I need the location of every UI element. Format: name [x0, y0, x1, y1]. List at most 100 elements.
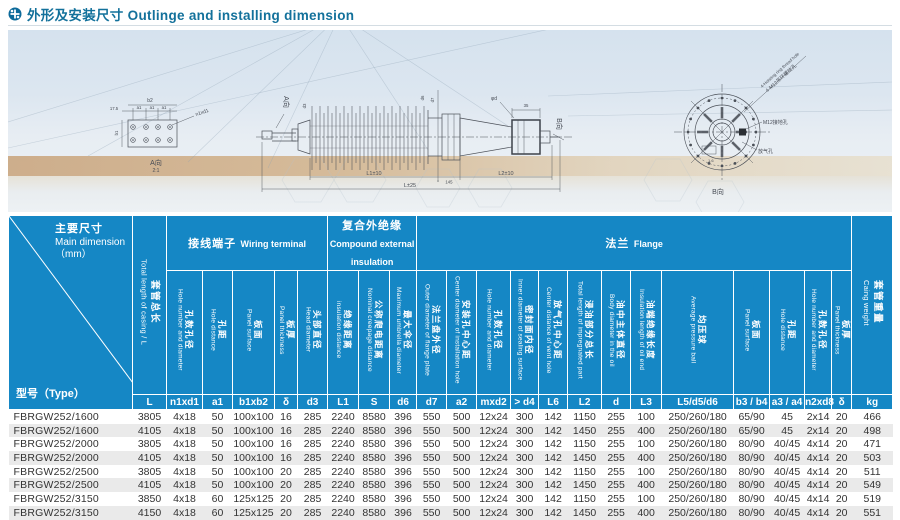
value-cell: 40/45 [773, 506, 801, 519]
value-cell: 550 [422, 424, 441, 437]
dim-a1: a1 [150, 105, 155, 110]
value-cell: 500 [452, 438, 471, 451]
value-cell: 12x24 [479, 506, 508, 519]
value-cell: 8580 [362, 506, 386, 519]
value-cell: 255 [607, 479, 625, 492]
value-cell: 2240 [331, 479, 355, 492]
terminal-plate-view: b2 17.5 a1 a1 a1 b1 n1xd1 A向 2:1 [110, 98, 210, 174]
value-cell: 60 [211, 492, 224, 505]
code-cell: b1xb2 [232, 394, 275, 410]
value-cell: 50 [211, 438, 224, 451]
value-cell: 40/45 [773, 479, 801, 492]
value-cell: 550 [422, 451, 441, 464]
dim-d3: d3 [302, 103, 307, 108]
value-cell: 8580 [362, 465, 386, 478]
value-cell: 40/45 [773, 492, 801, 505]
column-header-d3: 头部直径 Head diameter [296, 270, 329, 395]
value-cell: 285 [303, 410, 322, 423]
value-cell: 300 [515, 506, 534, 519]
value-cell: 300 [515, 438, 534, 451]
group-header-row: 主要尺寸 Main dimension （mm） 型号（Type） 套管总长 To… [8, 215, 894, 410]
code-cell: L3 [630, 394, 663, 410]
value-cell: 285 [303, 492, 322, 505]
value-cell: 60 [211, 506, 224, 519]
code-cell: S [358, 394, 391, 410]
code-cell: d [601, 394, 632, 410]
value-cell: 400 [637, 479, 655, 492]
table-row: FBRGW252/1600 3805 4x18 50 100x100 16 285 2240 8… [9, 410, 893, 424]
value-cell: 250/260/180 [668, 492, 727, 505]
value-cell: 40/45 [773, 465, 801, 478]
value-cell: 20 [835, 492, 848, 505]
value-cell: 20 [280, 465, 292, 478]
value-cell: 12x24 [479, 424, 508, 437]
value-cell: 20 [280, 506, 292, 519]
value-cell: 3805 [137, 410, 162, 423]
value-cell: 4x14 [806, 479, 830, 492]
value-cell: 500 [452, 465, 471, 478]
vertical-header-row: 孔数孔径 Hole number and diameter 孔距 Hole dista… [9, 270, 893, 395]
value-cell: 65/90 [738, 424, 765, 437]
code-cell: b3 / b4 [733, 394, 771, 410]
value-cell: 45 [781, 424, 793, 437]
value-cell: 4105 [137, 424, 162, 437]
column-header-d7: 法兰盘外径 Outer diameter of flange plate [416, 270, 448, 395]
value-cell: 2240 [331, 424, 355, 437]
value-cell: 100x100 [233, 438, 274, 451]
dim-l2: L2±10 [498, 171, 513, 177]
diagonal-line [9, 216, 133, 383]
ground-hole-marker [739, 128, 746, 136]
value-cell: 400 [637, 451, 655, 464]
value-cell: 400 [637, 506, 655, 519]
value-cell: 300 [515, 492, 534, 505]
value-cell: 50 [211, 465, 224, 478]
value-cell: 20 [280, 492, 292, 505]
value-cell: 2240 [331, 410, 355, 423]
table-row: FBRGW252/1600 4105 4x18 50 100x100 16 285 2240 8… [8, 423, 893, 438]
value-cell: 80/90 [738, 438, 765, 451]
value-cell: 396 [394, 479, 412, 492]
brand-logo-icon [8, 7, 22, 21]
value-cell: 40/45 [773, 438, 801, 451]
value-cell: 16 [280, 451, 292, 464]
value-cell: 125x125 [233, 492, 274, 505]
value-cell: 142 [544, 451, 562, 464]
value-cell: 4x18 [173, 438, 196, 451]
value-cell: 20 [835, 506, 848, 519]
value-cell: 471 [863, 438, 882, 451]
code-cell: mxd2 [476, 394, 512, 410]
value-cell: 20 [835, 410, 848, 423]
value-cell: 12x24 [479, 492, 508, 505]
code-cell: a1 [202, 394, 233, 410]
code-cell: > d4 [510, 394, 540, 410]
column-header-a3a4: 孔距 Hole distance [769, 270, 806, 395]
code-cell: L1 [327, 394, 360, 410]
corner-cell: 主要尺寸 Main dimension （mm） 型号（Type） [8, 215, 133, 410]
value-cell: 16 [280, 438, 292, 451]
value-cell: 100x100 [233, 410, 274, 423]
value-cell: 50 [211, 451, 224, 464]
value-cell: 80/90 [738, 479, 765, 492]
type-label: 型号（Type） [16, 388, 85, 400]
bolt-holes [686, 96, 758, 168]
value-cell: 4x14 [806, 506, 830, 519]
hexagon-watermark [281, 157, 745, 212]
value-cell: 4x14 [806, 465, 830, 478]
background-photo: b2 17.5 a1 a1 a1 b1 n1xd1 A向 2:1 A向 [8, 30, 892, 212]
value-cell: 500 [452, 424, 471, 437]
dim-17-5: 17.5 [110, 106, 119, 111]
type-cell: FBRGW252/3150 [13, 506, 99, 519]
value-cell: 1150 [573, 410, 596, 423]
value-cell: 2240 [331, 492, 355, 505]
dim-145: 145 [445, 180, 453, 185]
view-a-scale: 2:1 [153, 168, 160, 174]
value-cell: 250/260/180 [668, 479, 727, 492]
group-flange: 法兰 Flange [416, 215, 853, 271]
column-header-mxd2: 孔数孔径 Hole number and diameter [476, 270, 512, 395]
type-cell: FBRGW252/3150 [13, 492, 99, 505]
value-cell: 519 [863, 492, 882, 505]
value-cell: 396 [394, 465, 412, 478]
value-cell: 255 [607, 465, 625, 478]
value-cell: 500 [452, 492, 471, 505]
value-cell: 503 [863, 451, 882, 464]
